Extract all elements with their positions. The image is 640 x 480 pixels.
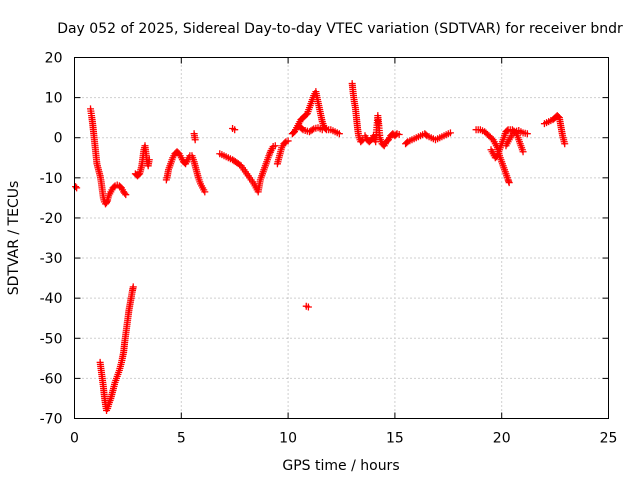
y-tick-label: -70 [40, 412, 63, 428]
y-axis-label: SDTVAR / TECUs [6, 181, 22, 296]
data-point [395, 131, 403, 139]
data-point [505, 179, 513, 187]
data-point [122, 191, 130, 199]
data-point [231, 126, 239, 134]
tick-labels: 0 5 10 15 20 25 20 10 0 -10 -20 -30 -40 -50 -60 -70 [40, 51, 618, 447]
x-tick-label: 15 [386, 431, 404, 447]
y-tick-label: 20 [45, 51, 63, 67]
data-point [121, 189, 129, 197]
x-tick-label: 25 [600, 431, 618, 447]
plot-frame [74, 57, 609, 419]
data-series-sdtvar [72, 80, 569, 414]
y-tick-label: -50 [40, 331, 63, 347]
data-point [284, 137, 292, 145]
y-tick-label: -40 [40, 291, 63, 307]
data-point [335, 130, 343, 138]
x-tick-label: 5 [177, 431, 186, 447]
data-point [145, 156, 153, 164]
data-point [358, 137, 366, 145]
data-point [554, 113, 562, 121]
data-point [72, 183, 80, 191]
data-point [135, 171, 143, 179]
x-axis-label: GPS time / hours [282, 458, 399, 474]
data-point [318, 126, 326, 134]
y-tick-label: -30 [40, 251, 63, 267]
x-tick-label: 20 [493, 431, 511, 447]
y-tick-label: 10 [45, 91, 63, 107]
y-tick-label: -20 [40, 211, 63, 227]
x-tick-label: 10 [279, 431, 297, 447]
chart-title: Day 052 of 2025, Sidereal Day-to-day VTE… [57, 21, 623, 37]
y-tick-label: -10 [40, 171, 63, 187]
data-point [503, 127, 511, 135]
data-point [191, 136, 199, 144]
y-tick-label: -60 [40, 371, 63, 387]
axis-ticks [74, 57, 609, 419]
data-point [271, 142, 279, 150]
data-point [304, 303, 312, 311]
data-point [201, 188, 209, 196]
x-tick-label: 0 [70, 431, 79, 447]
y-tick-label: 0 [54, 131, 63, 147]
data-point [129, 283, 137, 291]
data-point [523, 130, 531, 138]
data-point [519, 148, 527, 156]
data-point [561, 140, 569, 148]
data-point [308, 126, 316, 134]
data-point [446, 129, 454, 137]
grid-lines [74, 57, 609, 419]
